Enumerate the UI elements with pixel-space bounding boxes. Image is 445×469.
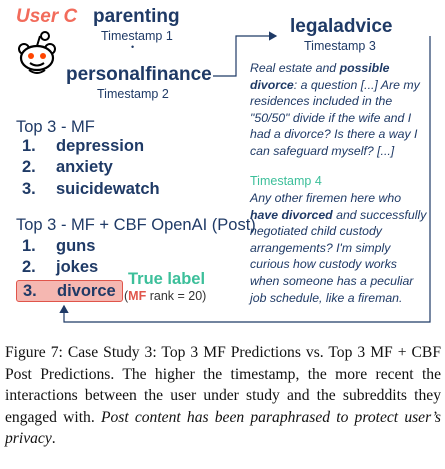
post-text: Any other firemen here who — [250, 191, 402, 205]
post-line: negotiated child custody — [250, 223, 426, 240]
post-text-bold: have divorced — [250, 207, 333, 222]
caption-text: Figure 7: Case Study 3: Top 3 MF Predict… — [5, 344, 441, 426]
list-item: 1. guns — [22, 236, 98, 257]
post-timestamp-4: Any other firemen here who have divorced… — [250, 190, 426, 306]
figure-caption: Figure 7: Case Study 3: Top 3 MF Predict… — [5, 342, 441, 450]
caption-italic: Post content has been paraphrased to pro… — [5, 408, 441, 448]
list-item: 1. depression — [22, 136, 160, 157]
subreddit-name: suicidewatch — [56, 180, 160, 198]
post-text: had a divorce? Is there a way I — [250, 127, 418, 142]
post-line: Real estate and possible — [250, 60, 420, 77]
rank-number: 2. — [22, 258, 36, 276]
rank-number: 3. — [23, 282, 37, 300]
rank-number: 1. — [22, 237, 36, 255]
post-line: can safeguard myself? [...] — [250, 143, 420, 160]
post-line: divorce: a question [...] Are my — [250, 77, 420, 94]
subreddit-name: anxiety — [56, 158, 113, 176]
post-line: residences included in the — [250, 93, 420, 110]
true-label-row: 3. divorce — [16, 280, 123, 302]
mf-rank-note: (MF rank = 20) — [124, 289, 206, 303]
subreddit-name: jokes — [56, 258, 99, 276]
subreddit-name: divorce — [57, 282, 116, 300]
note-mf: MF — [128, 289, 147, 303]
subreddit-parenting: parenting — [93, 6, 180, 27]
post-text-bold: divorce — [250, 77, 294, 92]
post-text: "50/50" divide if the wife and I — [250, 110, 412, 125]
true-label-heading: True label — [128, 270, 206, 288]
list-item: 2. jokes — [22, 257, 98, 278]
rank-number: 2. — [22, 158, 36, 176]
timestamp-2: Timestamp 2 — [97, 87, 169, 101]
post-text-bold: possible — [339, 61, 390, 75]
post-line: "50/50" divide if the wife and I — [250, 110, 420, 127]
subreddit-name: guns — [56, 237, 96, 255]
timestamp-1: Timestamp 1 — [101, 29, 173, 43]
timestamp-3: Timestamp 3 — [304, 39, 376, 53]
arrow-connectors — [59, 31, 431, 323]
post-text: can safeguard myself? [...] — [250, 143, 395, 158]
post-text: arrangements? I'm simply — [250, 240, 391, 255]
post-line: arrangements? I'm simply — [250, 240, 426, 257]
post-line: job schedule, like a fireman. — [250, 290, 426, 307]
timestamp-4: Timestamp 4 — [250, 174, 322, 188]
rank-number: 3. — [22, 180, 36, 198]
list-item: 2. anxiety — [22, 157, 160, 178]
reddit-alien-icon — [18, 31, 56, 74]
post-text: : a question [...] Are my — [293, 77, 420, 92]
post-text: when someone has a peculiar — [250, 273, 414, 288]
subreddit-name: depression — [56, 137, 145, 155]
post-line: have divorced and successfully — [250, 207, 426, 224]
list-item: 3. suicidewatch — [22, 179, 160, 200]
post-line: Any other firemen here who — [250, 190, 426, 207]
user-label: User C — [16, 6, 78, 27]
timeline-dot: • — [131, 42, 135, 52]
post-line: curious how custody works — [250, 256, 426, 273]
top3-cbf-list: 1. guns 2. jokes — [22, 236, 98, 278]
caption-end: . — [51, 430, 56, 447]
note-rank: rank = 20) — [146, 289, 207, 303]
top3-mf-list: 1. depression 2. anxiety 3. suicidewatch — [22, 136, 160, 199]
subreddit-personalfinance: personalfinance — [66, 64, 212, 85]
post-timestamp-3: Real estate and possible divorce: a ques… — [250, 60, 420, 160]
rank-number: 1. — [22, 137, 36, 155]
post-line: when someone has a peculiar — [250, 273, 426, 290]
post-text: residences included in the — [250, 94, 393, 109]
note-open: ( — [124, 289, 129, 303]
subreddit-legaladvice: legaladvice — [290, 16, 393, 37]
post-text: job schedule, like a fireman. — [250, 290, 403, 305]
post-line: had a divorce? Is there a way I — [250, 126, 420, 143]
top3-cbf-title: Top 3 - MF + CBF OpenAI (Post) — [16, 216, 256, 234]
post-text: Real estate and — [250, 61, 340, 75]
post-text: negotiated child custody — [250, 224, 382, 239]
post-text: curious how custody works — [250, 257, 397, 272]
top3-mf-title: Top 3 - MF — [16, 118, 95, 136]
post-text: and successfully — [332, 207, 427, 222]
